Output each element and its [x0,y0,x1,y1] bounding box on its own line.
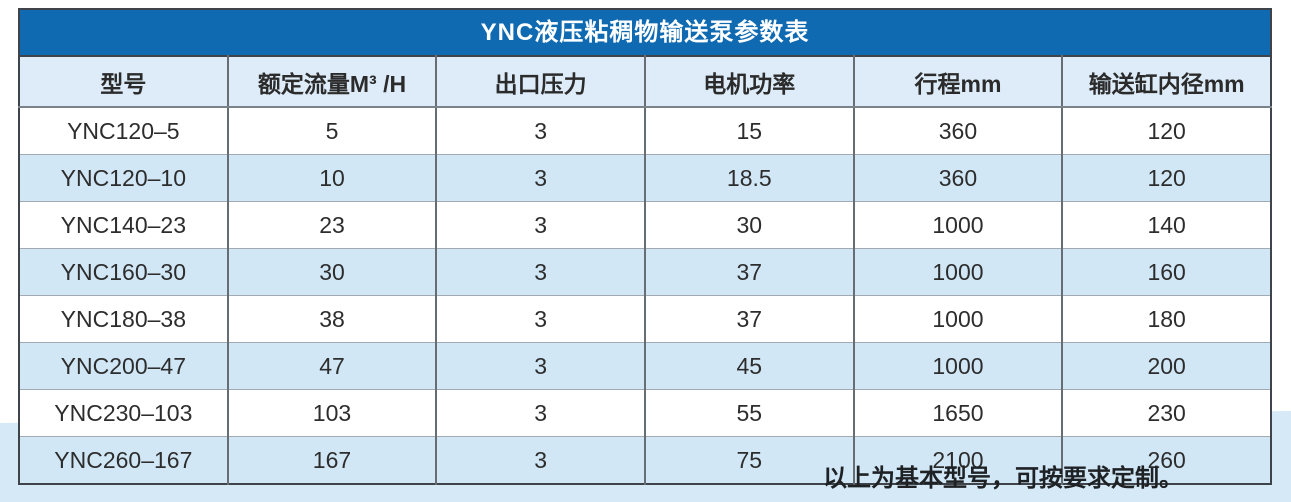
table-cell: 103 [226,389,437,437]
table-cell: 140 [1061,201,1271,249]
table-cell: 18.5 [643,154,854,202]
model-cell: YNC120–5 [19,106,228,155]
model-cell: YNC200–47 [19,342,228,390]
table-cell: 3 [435,248,645,296]
table-cell: 55 [643,389,854,437]
column-header: 输送缸内径mm [1061,56,1271,108]
table-cell: 2100 [852,436,1063,484]
table-cell: 1650 [852,389,1063,437]
column-header: 电机功率 [643,56,854,108]
model-cell: YNC140–23 [19,201,228,249]
column-header: 型号 [19,56,228,108]
table-cell: 160 [1061,248,1271,296]
table-row: YNC260–167 167 3 75 2100 260 [19,436,1271,484]
table-cell: 1000 [852,342,1063,390]
table-row: YNC200–47 47 3 45 1000 200 [19,342,1271,390]
model-cell: YNC120–10 [19,154,228,202]
table-cell: 3 [435,295,645,343]
model-cell: YNC260–167 [19,436,228,484]
table-body: YNC120–5 5 3 15 360 120 YNC120–10 10 3 18.5 360 120… [19,106,1271,484]
table-row: YNC160–30 30 3 37 1000 160 [19,248,1271,296]
table-cell: 3 [435,201,645,249]
table-cell: 3 [435,154,645,202]
header-row: 型号 额定流量M³ /H 出口压力 电机功率 行程mm 输送缸内径mm [19,56,1271,108]
table-cell: 3 [435,106,645,155]
table-cell: 37 [643,248,854,296]
table-cell: 120 [1061,154,1271,202]
table-cell: 15 [643,106,854,155]
table-cell: 23 [226,201,437,249]
table-row: YNC230–103 103 3 55 1650 230 [19,389,1271,437]
table-cell: 45 [643,342,854,390]
table-cell: 10 [226,154,437,202]
pump-parameter-table: YNC液压粘稠物输送泵参数表 型号 额定流量M³ /H 出口压力 电机功率 行程mm 输送… [18,8,1272,485]
table-cell: 200 [1061,342,1271,390]
table-cell: 3 [435,342,645,390]
table-cell: 360 [852,106,1063,155]
table-cell: 360 [852,154,1063,202]
table-cell: 180 [1061,295,1271,343]
table-title: YNC液压粘稠物输送泵参数表 [18,8,1272,55]
table-cell: 1000 [852,201,1063,249]
table-cell: 30 [643,201,854,249]
table-row: YNC140–23 23 3 30 1000 140 [19,201,1271,249]
table-cell: 230 [1061,389,1271,437]
table-row: YNC120–10 10 3 18.5 360 120 [19,154,1271,202]
table-cell: 260 [1061,436,1271,484]
model-cell: YNC230–103 [19,389,228,437]
table-cell: 75 [643,436,854,484]
column-header: 额定流量M³ /H [226,56,437,108]
table-cell: 30 [226,248,437,296]
table-cell: 3 [435,389,645,437]
model-cell: YNC160–30 [19,248,228,296]
table-cell: 3 [435,436,645,484]
footnote: 以上为基本型号，可按要求定制。 [823,465,1183,492]
table-row: YNC120–5 5 3 15 360 120 [19,106,1271,155]
table-row: YNC180–38 38 3 37 1000 180 [19,295,1271,343]
table-cell: 38 [226,295,437,343]
table-cell: 120 [1061,106,1271,155]
model-cell: YNC180–38 [19,295,228,343]
table-cell: 37 [643,295,854,343]
column-header: 行程mm [852,56,1063,108]
table-cell: 5 [226,106,437,155]
table-cell: 167 [226,436,437,484]
table-cell: 1000 [852,248,1063,296]
table-cell: 47 [226,342,437,390]
column-header: 出口压力 [435,56,645,108]
table-cell: 1000 [852,295,1063,343]
